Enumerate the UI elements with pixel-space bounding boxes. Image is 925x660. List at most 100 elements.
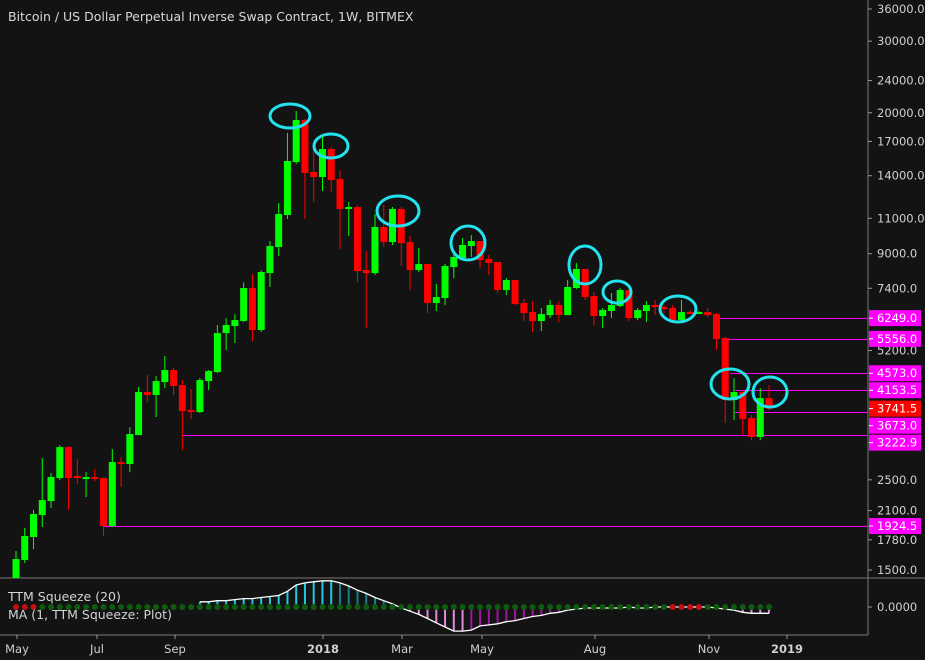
candle-body <box>73 476 81 479</box>
candle <box>704 308 712 318</box>
x-tick-label: Aug <box>584 642 606 656</box>
candle-body <box>213 333 221 373</box>
squeeze-dot <box>538 604 545 610</box>
candle-body <box>660 307 668 310</box>
level-price-label: 6249.0 <box>869 310 921 327</box>
candle <box>432 283 440 312</box>
squeeze-dot <box>380 604 387 610</box>
candle <box>739 390 747 436</box>
squeeze-dot <box>503 604 510 610</box>
price-label-box <box>869 365 921 382</box>
squeeze-dot <box>328 604 335 610</box>
squeeze-dot <box>704 604 711 610</box>
squeeze-dot <box>354 604 361 610</box>
indicator-label-ma[interactable]: MA (1, TTM Squeeze: Plot) <box>8 607 172 622</box>
candle <box>161 356 169 389</box>
level-price-label: 3222.9 <box>869 434 921 451</box>
squeeze-dot <box>459 604 466 610</box>
squeeze-dot <box>722 604 729 610</box>
squeeze-dot <box>126 604 133 610</box>
candle <box>266 241 274 288</box>
squeeze-dot <box>345 604 352 610</box>
candle-body <box>30 513 38 538</box>
x-tick-label: May <box>470 642 494 656</box>
candle <box>301 119 309 220</box>
squeeze-dot <box>687 604 694 610</box>
candle <box>196 378 204 414</box>
squeeze-dot <box>608 604 615 610</box>
indicator-label-ttm-squeeze[interactable]: TTM Squeeze (20) <box>8 589 121 604</box>
candle <box>170 368 178 396</box>
price-label-box <box>869 400 921 417</box>
candle <box>441 264 449 306</box>
squeeze-dot <box>494 604 501 610</box>
x-tick-label: 2018 <box>307 642 339 656</box>
annotation-circle <box>567 244 603 286</box>
squeeze-dot <box>161 604 168 610</box>
squeeze-dot <box>39 604 46 610</box>
squeeze-dot <box>100 604 107 610</box>
candle-body <box>353 207 361 272</box>
squeeze-dot <box>415 604 422 610</box>
candle <box>108 449 116 527</box>
candle <box>222 318 230 351</box>
candle <box>257 270 265 333</box>
candle-body <box>248 288 256 331</box>
x-tick-label: Jul <box>89 642 104 656</box>
squeeze-dot <box>573 604 580 610</box>
squeeze-dot <box>196 604 203 610</box>
candle <box>555 301 563 323</box>
y-tick-label: 30000.0 <box>877 34 925 48</box>
candle-body <box>748 418 756 438</box>
squeeze-dot <box>275 604 282 610</box>
annotation-circle <box>658 294 698 324</box>
squeeze-dot <box>284 604 291 610</box>
candle <box>494 262 502 294</box>
candle-body <box>485 259 493 264</box>
x-tick-label: Nov <box>698 642 721 656</box>
candle <box>38 458 46 527</box>
candle <box>721 336 729 424</box>
candle <box>660 305 668 314</box>
candle-body <box>564 287 572 316</box>
price-label-text: 3741.5 <box>877 402 917 416</box>
annotation-circle <box>268 102 312 130</box>
candle-body <box>590 296 598 317</box>
squeeze-dot <box>757 604 764 610</box>
candle-body <box>187 410 195 413</box>
candle <box>485 255 493 276</box>
candle-body <box>712 314 720 340</box>
candle-body <box>205 371 213 382</box>
candle <box>537 308 545 332</box>
candle <box>712 313 720 351</box>
candle-body <box>704 312 712 316</box>
squeeze-dot <box>512 604 519 610</box>
candle <box>135 386 143 436</box>
y-tick-label: 14000.0 <box>877 169 925 183</box>
candle <box>117 457 125 488</box>
candle-body <box>266 246 274 274</box>
candle <box>91 469 99 482</box>
candle <box>756 388 764 441</box>
candle <box>65 446 73 511</box>
candles-group <box>12 102 868 578</box>
candle <box>424 264 432 314</box>
candle <box>30 510 38 550</box>
candle-body <box>634 310 642 319</box>
price-label-box <box>869 382 921 399</box>
squeeze-dot <box>109 604 116 610</box>
candle-body <box>467 241 475 247</box>
candle-body <box>520 303 528 314</box>
candle-body <box>310 172 318 178</box>
squeeze-dot <box>258 604 265 610</box>
candle-body <box>529 312 537 322</box>
squeeze-dot <box>170 604 177 610</box>
candle <box>599 308 607 329</box>
candle-body <box>625 290 633 319</box>
candle <box>292 111 300 165</box>
price-label-text: 6249.0 <box>877 311 917 325</box>
level-price-label: 4153.5 <box>869 382 921 399</box>
squeeze-dot <box>205 604 212 610</box>
squeeze-dot <box>547 604 554 610</box>
